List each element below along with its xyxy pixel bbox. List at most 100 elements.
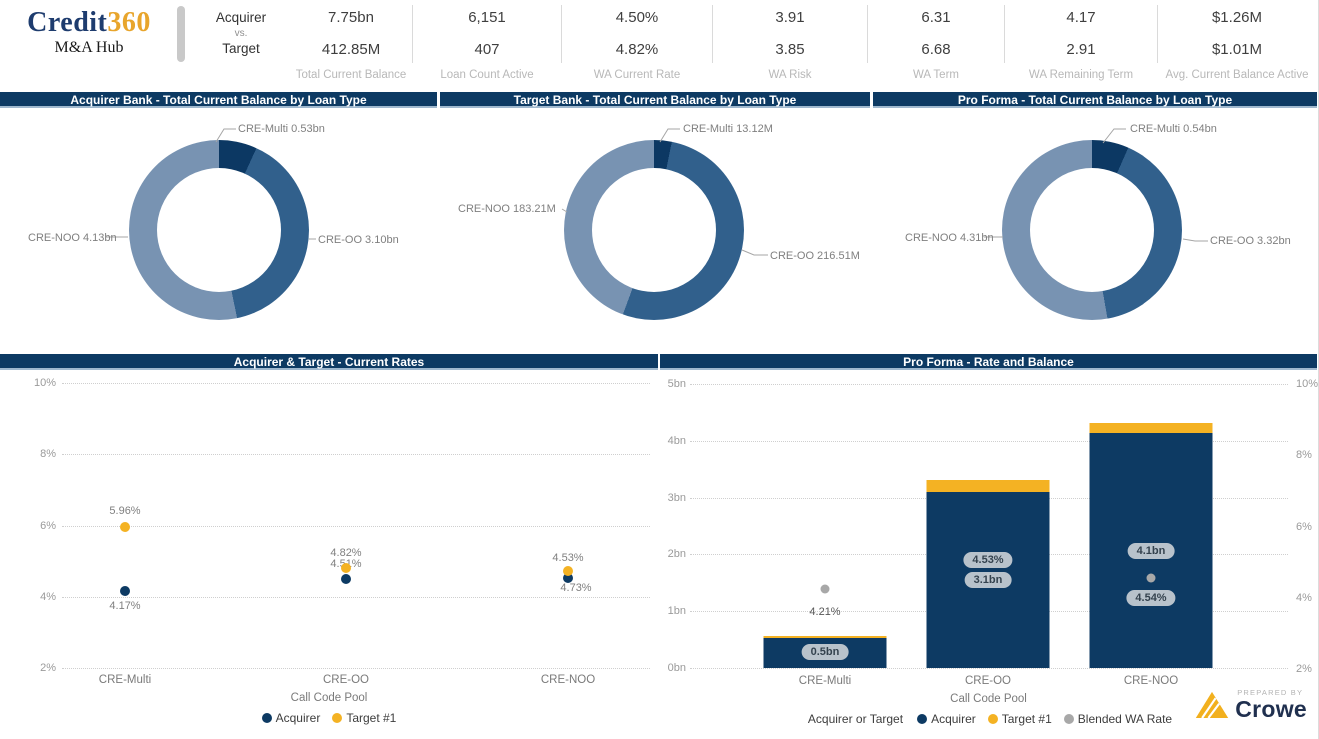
kpi-divider xyxy=(412,5,413,63)
scatter-point-target-1[interactable] xyxy=(563,565,573,576)
scatter-legend: Acquirer Target #1 xyxy=(0,711,658,725)
scatter-point-label: 4.17% xyxy=(109,600,141,612)
callout-cre-multi: CRE-Multi 13.12M xyxy=(683,123,773,135)
kpi-divider xyxy=(867,5,868,63)
legend-label: Blended WA Rate xyxy=(1077,712,1173,726)
kpi-divider xyxy=(1157,5,1158,63)
y-axis-tick: 6% xyxy=(40,519,56,532)
y-gridline xyxy=(62,454,650,456)
panel-title: Pro Forma - Total Current Balance by Loa… xyxy=(873,92,1317,108)
bar-value-label: 4.1bn xyxy=(1127,543,1175,559)
right-axis-tick: 10% xyxy=(1296,378,1319,390)
blended-rate-label: 4.54% xyxy=(1126,590,1176,606)
bar-target-cre-oo[interactable] xyxy=(926,479,1050,492)
logo-360: 360 xyxy=(107,7,151,38)
row-label-target: Target xyxy=(222,41,260,56)
bar-value-label: 3.1bn xyxy=(964,572,1012,588)
legend-swatch xyxy=(332,713,343,723)
bar-value-label: 0.5bn xyxy=(801,644,849,660)
acquirer-donut-chart[interactable] xyxy=(129,140,309,320)
left-axis-tick: 0bn xyxy=(667,662,686,674)
panel-rate-and-balance-combo: Pro Forma - Rate and Balance 5bn 4bn 3bn 2b… xyxy=(660,352,1319,739)
panel-acquirer-donut: Acquirer Bank - Total Current Balance by… xyxy=(0,90,437,352)
scatter-point-target-1[interactable] xyxy=(120,521,130,532)
right-axis-tick: 2% xyxy=(1296,663,1312,675)
left-axis-tick: 1bn xyxy=(667,605,686,618)
x-category-label: CRE-NOO xyxy=(1123,675,1179,687)
right-axis-tick: 8% xyxy=(1296,449,1312,462)
y-axis-tick: 2% xyxy=(40,662,56,674)
y-gridline xyxy=(62,383,650,384)
legend-item-target-1[interactable]: Target #1 xyxy=(987,712,1052,726)
bar-target-cre-multi[interactable] xyxy=(763,635,887,638)
legend-swatch xyxy=(261,713,272,723)
kpi-row: Acquirer vs. Target 7.75bn 412.85M Total C… xyxy=(192,0,1317,88)
bar-target-cre-noo[interactable] xyxy=(1089,423,1213,434)
scatter-point-acquirer[interactable] xyxy=(120,585,130,596)
kpi-label: WA Current Rate xyxy=(593,69,681,81)
legend-label: Target #1 xyxy=(1001,712,1052,726)
legend-label: Acquirer xyxy=(931,712,976,726)
legend-swatch xyxy=(917,714,928,724)
crowe-mountain-icon xyxy=(1196,691,1229,719)
right-axis-tick: 4% xyxy=(1296,591,1312,604)
legend-item-target-1[interactable]: Target #1 xyxy=(332,711,396,725)
kpi-divider xyxy=(712,5,713,63)
scatter-point-label: 4.82% xyxy=(330,547,362,559)
combo-x-axis-title: Call Code Pool xyxy=(950,693,1027,705)
combo-legend: Acquirer or Target Acquirer Target #1 Blend… xyxy=(730,712,1250,726)
proforma-donut-chart[interactable] xyxy=(1002,140,1182,320)
legend-item-acquirer[interactable]: Acquirer xyxy=(261,711,321,725)
blended-rate-label: 4.21% xyxy=(809,606,841,618)
kpi-wa-remaining-term: 4.17 2.91 WA Remaining Term xyxy=(1005,0,1157,88)
y-gridline xyxy=(690,440,1288,442)
kpi-target-value: 6.68 xyxy=(921,41,951,58)
y-gridline xyxy=(62,668,650,669)
left-axis-tick: 2bn xyxy=(667,548,686,561)
row-label-acquirer: Acquirer xyxy=(215,10,267,25)
kpi-divider xyxy=(1004,5,1005,63)
legend-label: Acquirer xyxy=(275,711,321,725)
panel-title: Acquirer Bank - Total Current Balance by… xyxy=(0,92,437,108)
prepared-by-label: PREPARED BY xyxy=(1237,688,1304,697)
panel-title: Acquirer & Target - Current Rates xyxy=(0,354,658,370)
legend-item-acquirer[interactable]: Acquirer xyxy=(917,712,976,726)
scatter-point-acquirer[interactable] xyxy=(341,573,351,584)
kpi-target-value: 2.91 xyxy=(1066,41,1096,58)
y-axis-tick: 8% xyxy=(40,448,56,461)
kpi-loan-count-active: 6,151 407 Loan Count Active xyxy=(413,0,561,88)
callout-cre-noo: CRE-NOO 4.31bn xyxy=(905,232,994,244)
slicer-scrollbar[interactable] xyxy=(177,6,185,62)
callout-cre-multi: CRE-Multi 0.53bn xyxy=(238,123,325,135)
x-category-label: CRE-OO xyxy=(323,674,369,686)
kpi-target-value: $1.01M xyxy=(1211,41,1263,58)
kpi-label: WA Term xyxy=(912,69,959,81)
blended-rate-dot-cre-multi[interactable] xyxy=(820,584,830,594)
kpi-acquirer-value: 4.50% xyxy=(615,9,659,26)
crowe-wordmark: Crowe xyxy=(1235,696,1307,722)
kpi-acquirer-value: 4.17 xyxy=(1066,9,1096,26)
panel-proforma-donut: Pro Forma - Total Current Balance by Loa… xyxy=(873,90,1317,352)
blended-rate-label: 4.53% xyxy=(963,552,1013,568)
target-donut-chart[interactable] xyxy=(564,140,744,320)
x-category-label: CRE-OO xyxy=(965,675,1011,687)
prepared-by-logo: PREPARED BY Crowe xyxy=(1194,688,1307,722)
blended-rate-dot-cre-noo[interactable] xyxy=(1146,573,1156,582)
panel-title: Pro Forma - Rate and Balance xyxy=(660,354,1317,370)
scatter-point-target-1[interactable] xyxy=(341,562,351,573)
x-category-label: CRE-Multi xyxy=(98,674,152,686)
kpi-target-value: 407 xyxy=(474,41,500,58)
legend-item-blended-wa-rate[interactable]: Blended WA Rate xyxy=(1063,712,1173,726)
kpi-label: Loan Count Active xyxy=(440,69,534,81)
y-gridline xyxy=(62,525,650,527)
kpi-row-labels: Acquirer vs. Target xyxy=(192,0,290,88)
callout-cre-oo: CRE-OO 216.51M xyxy=(770,250,860,262)
app-logo: Credit360 M&A Hub xyxy=(8,8,170,57)
kpi-acquirer-value: 6,151 xyxy=(468,9,506,26)
scatter-x-axis-title: Call Code Pool xyxy=(290,692,368,704)
scatter-point-acquirer[interactable] xyxy=(563,572,573,583)
x-category-label: CRE-Multi xyxy=(798,675,852,687)
kpi-wa-risk: 3.91 3.85 WA Risk xyxy=(713,0,867,88)
left-axis-tick: 5bn xyxy=(667,378,686,390)
logo-credit: Credit xyxy=(27,7,108,38)
